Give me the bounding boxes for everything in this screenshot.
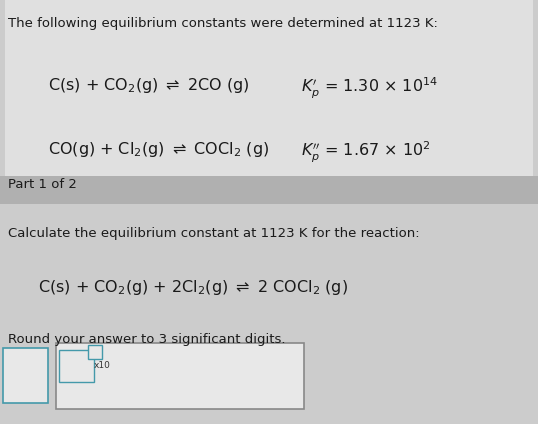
FancyBboxPatch shape	[88, 345, 102, 359]
Text: C(s) + CO$_2$(g) + 2Cl$_2$(g) $\rightleftharpoons$ 2 COCl$_2$ (g): C(s) + CO$_2$(g) + 2Cl$_2$(g) $\rightlef…	[38, 278, 348, 297]
Text: x10: x10	[94, 361, 111, 370]
FancyBboxPatch shape	[3, 348, 48, 403]
Text: CO(g) + Cl$_2$(g) $\rightleftharpoons$ COCl$_2$ (g): CO(g) + Cl$_2$(g) $\rightleftharpoons$ C…	[48, 140, 270, 159]
Text: The following equilibrium constants were determined at 1123 K:: The following equilibrium constants were…	[8, 17, 438, 30]
Bar	[0, 204, 538, 424]
Text: Calculate the equilibrium constant at 1123 K for the reaction:: Calculate the equilibrium constant at 11…	[8, 227, 420, 240]
Text: $K_p^{\prime\prime}$ = 1.67 × 10$^{2}$: $K_p^{\prime\prime}$ = 1.67 × 10$^{2}$	[301, 140, 431, 165]
Text: C(s) + CO$_2$(g) $\rightleftharpoons$ 2CO (g): C(s) + CO$_2$(g) $\rightleftharpoons$ 2C…	[48, 76, 250, 95]
Bar	[0, 176, 538, 204]
Bar	[5, 0, 533, 176]
Text: Round your answer to 3 significant digits.: Round your answer to 3 significant digit…	[8, 333, 286, 346]
Text: $K_p^{\prime}$ = 1.30 × 10$^{14}$: $K_p^{\prime}$ = 1.30 × 10$^{14}$	[301, 76, 438, 101]
Text: Part 1 of 2: Part 1 of 2	[8, 178, 77, 191]
FancyBboxPatch shape	[56, 343, 304, 409]
FancyBboxPatch shape	[59, 350, 94, 382]
